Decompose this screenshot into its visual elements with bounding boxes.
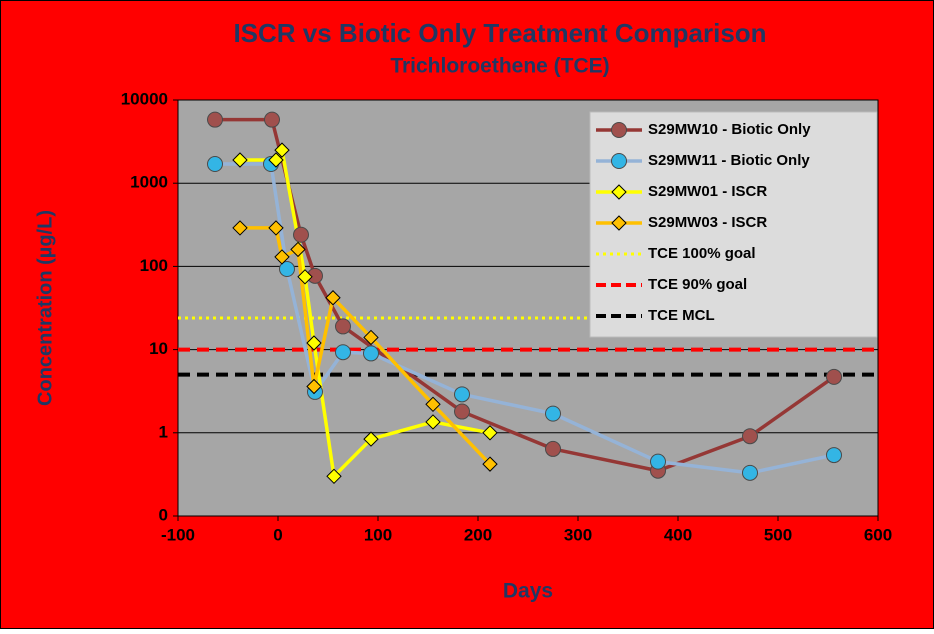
legend-marker [611,122,627,138]
x-tick-label: 500 [764,525,792,544]
y-tick-label: 1000 [130,173,168,192]
marker [274,142,290,158]
legend-label: TCE 100% goal [648,245,756,262]
marker [325,290,341,306]
marker [482,456,498,472]
x-tick-label: 300 [564,525,592,544]
legend-label: TCE 90% goal [648,276,747,293]
legend-label: TCE MCL [648,307,715,324]
legend-marker [611,184,627,200]
y-tick-label: 0 [159,505,168,524]
marker [454,386,470,403]
legend-label: S29MW11 - Biotic Only [648,152,810,169]
marker [306,378,322,395]
marker [826,447,842,464]
y-axis-label: Concentration (µg/L) [34,210,56,406]
y-tick-label: 10 [149,339,168,358]
marker [264,111,280,128]
x-tick-label: 600 [864,525,892,544]
y-tick-label: 10000 [121,89,168,108]
marker [207,156,223,173]
marker [425,396,441,413]
x-tick-label: 400 [664,525,692,544]
x-tick-label: 100 [364,525,392,544]
marker [335,318,351,335]
marker [335,344,351,361]
marker [363,431,379,447]
marker [363,345,379,362]
y-tick-label: 100 [140,256,168,275]
marker [290,241,306,258]
marker [306,335,322,351]
marker [454,403,470,420]
marker [268,220,284,236]
marker [425,414,441,430]
marker [207,111,223,128]
marker [363,329,379,346]
plot-border [177,99,879,517]
x-tick-label: -100 [161,525,195,544]
marker [545,405,561,422]
legend-label: S29MW10 - Biotic Only [648,121,811,138]
marker [279,261,295,278]
x-axis-label: Days [503,580,553,603]
marker [742,464,758,481]
marker [742,428,758,445]
marker [232,220,248,236]
legend-label: S29MW01 - ISCR [648,183,767,200]
x-tick-label: 200 [464,525,492,544]
marker [232,152,248,168]
legend-marker [611,153,627,169]
marker [326,468,342,485]
marker [545,440,561,457]
marker [482,425,498,441]
chart-subtitle: Trichloroethene (TCE) [390,55,609,78]
marker [826,368,842,385]
legend-marker [611,215,627,231]
chart-title: ISCR vs Biotic Only Treatment Comparison [233,18,766,48]
x-tick-label: 0 [273,525,282,544]
y-tick-label: 1 [159,422,168,441]
marker [274,249,290,265]
marker [650,453,666,470]
legend-label: S29MW03 - ISCR [648,214,767,231]
marker [268,152,284,168]
marker [297,269,313,285]
marker [293,226,309,243]
